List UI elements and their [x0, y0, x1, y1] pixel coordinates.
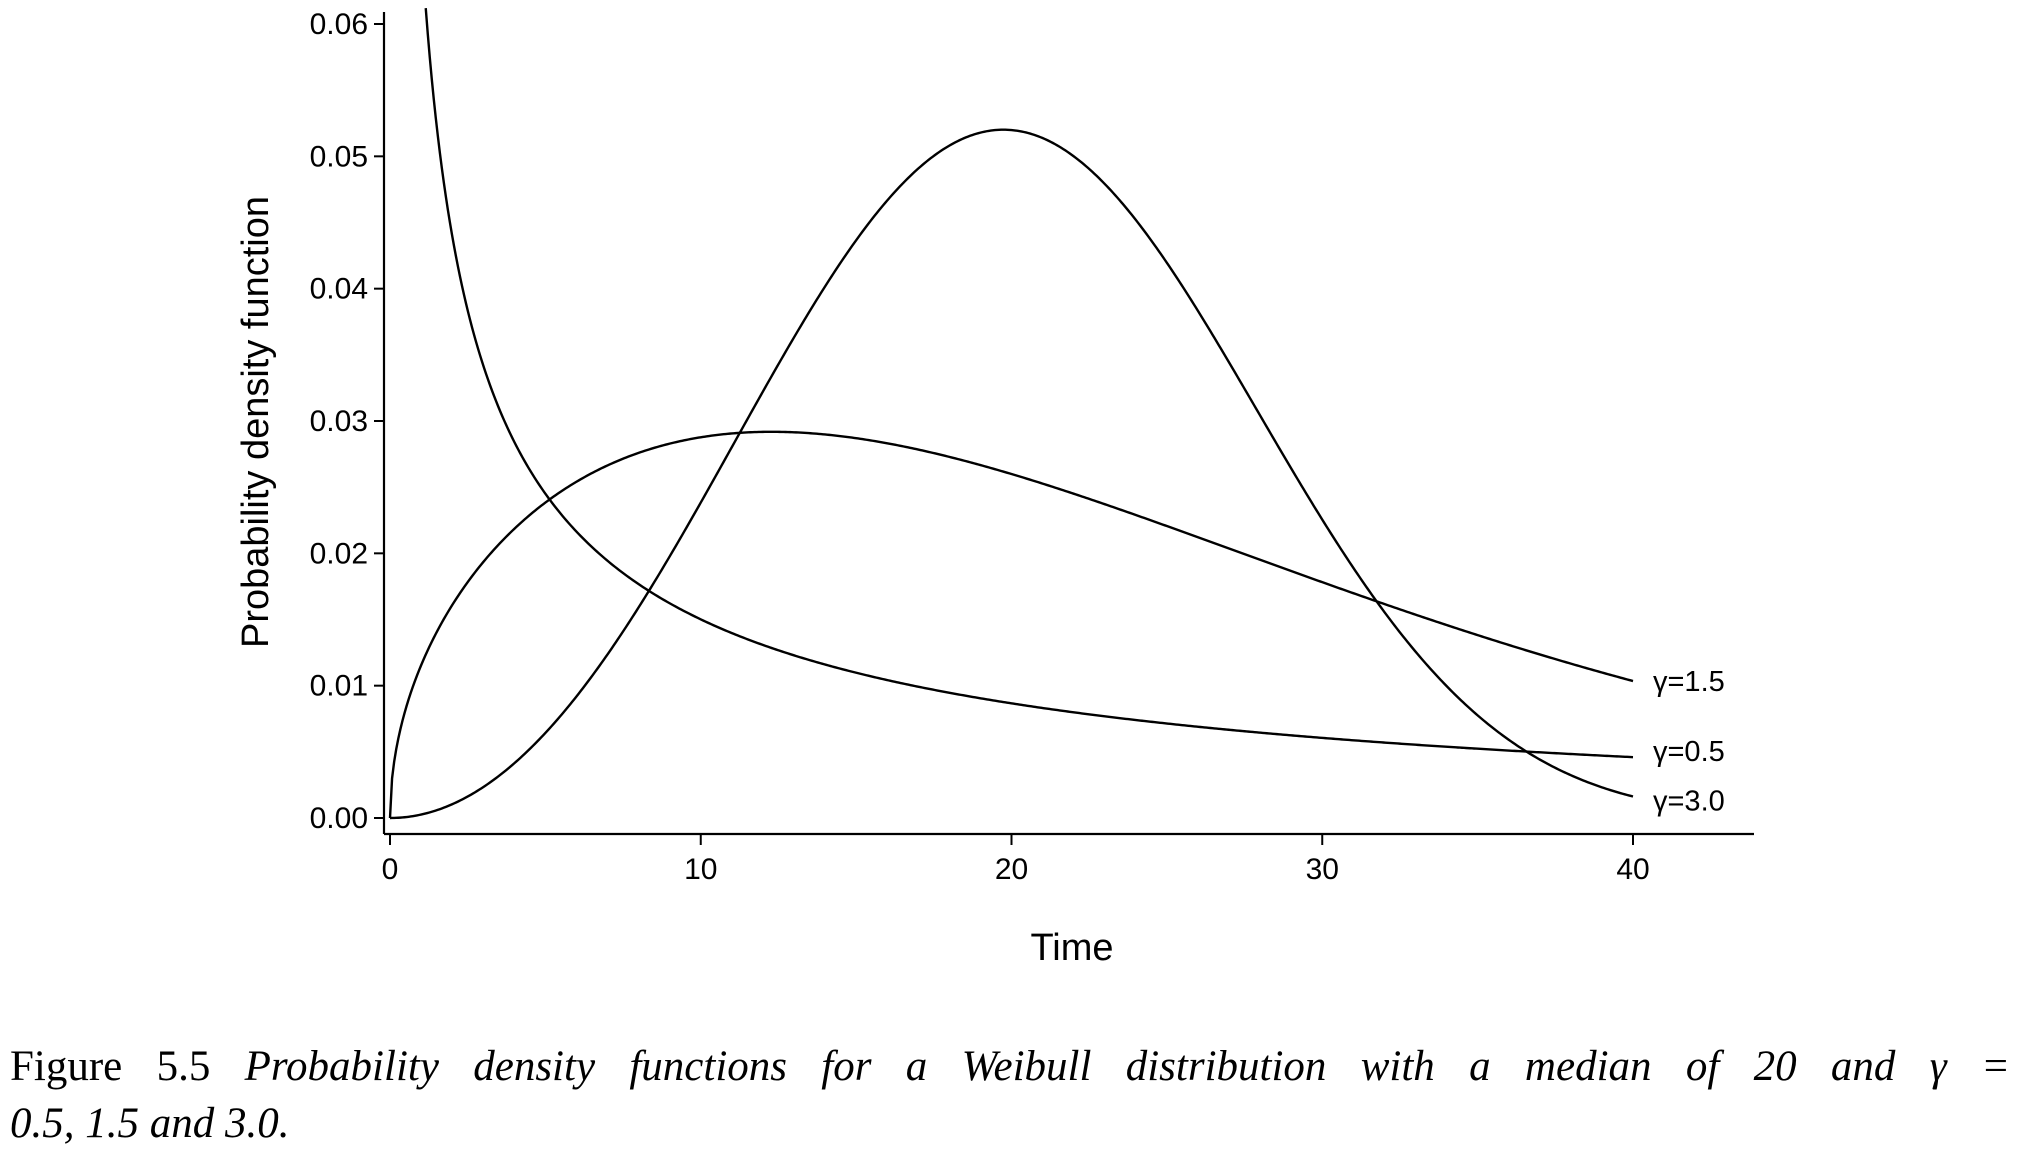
caption-text-line2: 0.5, 1.5 and 3.0.: [10, 1100, 290, 1147]
series-line-gamma-0.5: [424, 8, 1634, 759]
x-axis-title: Time: [1030, 927, 1113, 969]
series-line-gamma-1.5: [388, 430, 1634, 819]
caption-label: Figure 5.5: [10, 1043, 211, 1090]
series-label-gamma-1.5: γ=1.5: [1653, 666, 1725, 698]
y-tick-label: 0.03: [310, 405, 368, 438]
series-label-gamma-3: γ=3.0: [1653, 786, 1725, 818]
x-tick-label: 40: [1616, 853, 1649, 886]
weibull-pdf-chart: 0.00 0.01 0.02 0.03 0.04 0.05 0.06 0 10 20 30 40 γ=…: [235, 8, 1754, 969]
curves: [388, 8, 1634, 820]
y-axis-title: Probability density function: [235, 196, 277, 648]
y-tick-label: 0.00: [310, 802, 368, 835]
y-tick-label: 0.02: [310, 537, 368, 570]
figure-caption: Figure 5.5 Probability density functions…: [10, 1038, 2010, 1095]
series-line-gamma-3: [389, 128, 1634, 820]
caption-text-line1: Probability density functions for a Weib…: [244, 1043, 2010, 1090]
x-tick-label: 10: [684, 853, 717, 886]
series-label-gamma-0.5: γ=0.5: [1653, 736, 1725, 768]
y-tick-label: 0.04: [310, 273, 368, 306]
y-tick-label: 0.06: [310, 8, 368, 41]
x-tick-label: 0: [382, 853, 399, 886]
x-tick-label: 30: [1306, 853, 1339, 886]
y-tick-label: 0.01: [310, 670, 368, 703]
y-tick-label: 0.05: [310, 140, 368, 173]
curve-labels: γ=1.5 γ=0.5 γ=3.0: [1653, 666, 1725, 817]
x-tick-label: 20: [995, 853, 1028, 886]
axes: 0.00 0.01 0.02 0.03 0.04 0.05 0.06 0 10 20 30 40: [310, 8, 1754, 886]
